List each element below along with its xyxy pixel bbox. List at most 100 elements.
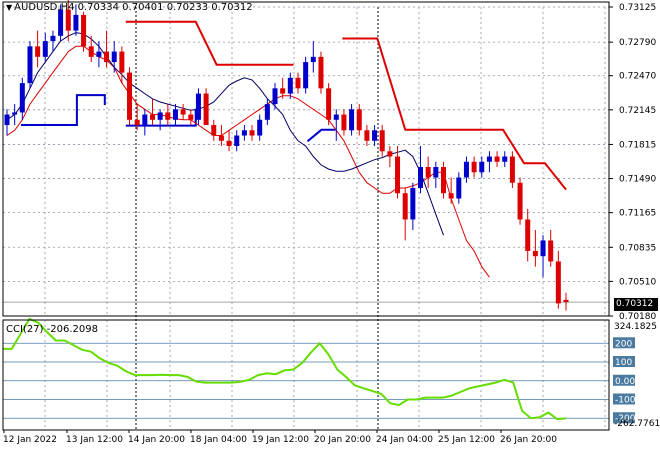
trailing-stop-line	[342, 37, 567, 191]
candle-body	[12, 112, 18, 115]
time-tick-label: 14 Jan 20:00	[128, 435, 185, 445]
cci-level-label: 0.00	[615, 377, 635, 387]
candle-body	[234, 135, 240, 147]
ohlc-readout: 0.70334 0.70401 0.70233 0.70312	[77, 2, 253, 13]
candle-body	[211, 125, 217, 136]
cci-level-box	[613, 374, 635, 386]
time-tick-label: 12 Jan 2022	[3, 435, 57, 445]
candle-body	[402, 193, 408, 220]
cci-level-label: -100	[615, 395, 636, 405]
indicator-panel-frame	[2, 319, 610, 431]
candle-body	[96, 51, 102, 57]
candle-body	[395, 156, 401, 194]
candle-body	[119, 51, 125, 73]
cci-max-label: 324.1825	[614, 322, 657, 332]
time-tick-label: 25 Jan 12:00	[438, 435, 495, 445]
price-tick-label: 0.70510	[619, 277, 656, 287]
candle-body	[433, 167, 439, 178]
cci-level-box	[613, 393, 635, 405]
candle-body	[226, 140, 232, 147]
candle-body	[486, 156, 492, 162]
trailing-stop-line	[306, 128, 336, 143]
cci-level-label: 100	[615, 358, 632, 368]
candle-body	[318, 56, 324, 89]
price-tick-label: 0.72145	[619, 106, 656, 116]
price-tick-label: 0.73125	[619, 3, 656, 13]
indicator-title: CCI(27) -206.2098	[6, 324, 98, 335]
candle-body	[81, 14, 87, 47]
candle-body	[27, 46, 33, 84]
price-tick-label: 0.70835	[619, 243, 656, 253]
candle-body	[58, 9, 64, 36]
candle-body	[73, 14, 79, 31]
time-tick-label: 20 Jan 20:00	[314, 435, 371, 445]
candle-body	[180, 109, 186, 115]
ema-fast-line	[6, 45, 490, 278]
candle-body	[303, 62, 309, 89]
trailing-stop-lines	[21, 20, 567, 191]
candle-body	[517, 182, 523, 220]
candle-body	[195, 93, 201, 120]
candle-body	[440, 167, 446, 194]
candle-body	[142, 114, 148, 126]
price-tick-label: 0.70180	[619, 312, 656, 322]
candle-body	[540, 240, 546, 257]
dropdown-arrow-icon[interactable]: ▼	[6, 3, 13, 12]
price-tick-label: 0.72790	[619, 38, 656, 48]
candle-body	[65, 9, 71, 31]
cci-min-label: -262.7761	[614, 419, 660, 429]
cci-level-box	[613, 337, 635, 349]
candle-body	[42, 41, 48, 57]
candle-body	[479, 161, 485, 173]
candle-body	[502, 156, 508, 162]
candle-body	[218, 135, 224, 141]
time-tick-label: 13 Jan 12:00	[66, 435, 123, 445]
candle-body	[448, 193, 454, 199]
candle-body	[563, 299, 569, 303]
candle-body	[356, 109, 362, 131]
candle-body	[272, 88, 278, 105]
cci-level-box	[613, 356, 635, 368]
time-tick-label: 19 Jan 12:00	[252, 435, 309, 445]
candle-body	[326, 88, 332, 120]
candle-body	[341, 114, 347, 131]
indicator-name: CCI(27)	[6, 324, 44, 335]
candle-body	[50, 35, 56, 42]
candle-body	[88, 46, 94, 57]
indicator-value: -206.2098	[46, 324, 98, 335]
time-tick-label: 26 Jan 20:00	[500, 435, 557, 445]
candle-body	[310, 56, 316, 63]
cci-indicator	[3, 317, 567, 421]
candle-body	[379, 130, 385, 152]
axes: 0.73125 0.72790 0.72470 0.72145 0.71815 0.714…	[2, 1, 660, 445]
candle-body	[372, 130, 378, 141]
candle-body	[104, 51, 110, 63]
trailing-stop-line	[21, 94, 106, 126]
candle-body	[264, 104, 270, 120]
candle-body	[532, 250, 538, 257]
candle-body	[287, 77, 293, 94]
candle-body	[188, 114, 194, 120]
candle-body	[456, 177, 462, 199]
candle-body	[165, 112, 171, 120]
candle-body	[295, 77, 301, 89]
candle-body	[280, 88, 286, 94]
price-tick-label: 0.71490	[619, 175, 656, 185]
candle-body	[257, 119, 263, 136]
candle-body	[172, 109, 178, 120]
candle-body	[418, 167, 424, 188]
candle-body	[525, 219, 531, 251]
candle-body	[127, 72, 133, 120]
candle-body	[4, 114, 10, 126]
ema-slow-line	[6, 32, 444, 236]
candle-body	[149, 114, 155, 120]
candle-body	[19, 83, 25, 113]
candle-body	[35, 46, 41, 57]
cci-level-box	[613, 412, 635, 424]
symbol-label: AUDUSD,H4	[14, 2, 75, 13]
time-tick-label: 18 Jan 04:00	[190, 435, 247, 445]
candle-body	[494, 156, 500, 162]
